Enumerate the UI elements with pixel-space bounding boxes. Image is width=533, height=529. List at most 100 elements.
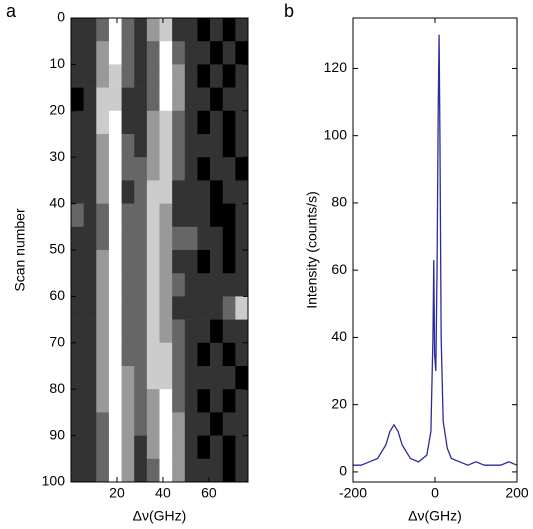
heat-cell	[210, 273, 224, 297]
heat-cell	[235, 319, 249, 344]
heat-cell	[71, 226, 84, 251]
heat-cell	[222, 226, 236, 251]
heat-cell	[159, 273, 173, 297]
heat-cell	[108, 157, 122, 181]
heat-cell	[121, 273, 135, 297]
heat-cell	[146, 458, 160, 483]
heat-cell	[134, 389, 148, 413]
heat-cell	[197, 41, 211, 65]
heat-cell	[210, 412, 224, 436]
y-tick-label: 20	[331, 395, 347, 411]
heat-cell	[71, 296, 84, 320]
heat-cell	[121, 458, 135, 483]
heat-cell	[159, 180, 173, 204]
heat-cell	[146, 389, 160, 413]
heat-cell	[172, 435, 186, 460]
heat-cell	[184, 87, 198, 112]
heat-cell	[134, 226, 148, 251]
heat-cell	[159, 250, 173, 274]
heat-cell	[146, 64, 160, 88]
heat-cell	[108, 110, 122, 135]
heat-cell	[235, 366, 249, 390]
heat-cell	[83, 412, 97, 436]
heat-cell	[222, 64, 236, 88]
y-tick-label: 50	[49, 241, 65, 257]
heat-cell	[184, 273, 198, 297]
heat-cell	[108, 342, 122, 367]
heat-cell	[71, 389, 84, 413]
heat-cell	[146, 110, 160, 135]
heat-cell	[71, 203, 84, 228]
y-tick-label: 70	[49, 334, 65, 350]
heat-cell	[146, 435, 160, 460]
heat-cell	[197, 18, 211, 42]
heat-cell	[134, 87, 148, 112]
heat-cell	[210, 342, 224, 367]
y-tick-label: 80	[331, 194, 347, 210]
heat-cell	[159, 389, 173, 413]
heat-cell	[121, 41, 135, 65]
heat-cell	[184, 389, 198, 413]
x-tick-label: 0	[431, 485, 439, 501]
heat-cell	[197, 157, 211, 181]
heat-cell	[108, 250, 122, 274]
heat-cell	[83, 458, 97, 483]
heat-cell	[197, 319, 211, 344]
heat-cell	[146, 134, 160, 158]
heat-cell	[235, 226, 249, 251]
heat-cell	[159, 296, 173, 320]
heat-cell	[146, 203, 160, 228]
heat-cell	[96, 412, 110, 436]
heat-cell	[222, 157, 236, 181]
heat-cell	[172, 64, 186, 88]
heat-cell	[83, 366, 97, 390]
heat-cell	[210, 250, 224, 274]
heat-cell	[146, 180, 160, 204]
heat-cell	[121, 296, 135, 320]
heat-cell	[71, 64, 84, 88]
heat-cell	[172, 458, 186, 483]
heat-cell	[159, 412, 173, 436]
heat-cell	[159, 458, 173, 483]
heat-cell	[108, 296, 122, 320]
heat-cell	[83, 110, 97, 135]
heat-cell	[172, 226, 186, 251]
heat-cell	[96, 180, 110, 204]
heat-cell	[96, 319, 110, 344]
heat-cell	[235, 41, 249, 65]
heat-cell	[71, 134, 84, 158]
heat-cell	[159, 226, 173, 251]
heat-cell	[83, 319, 97, 344]
heat-cell	[222, 342, 236, 367]
heat-cell	[197, 226, 211, 251]
heat-cell	[146, 18, 160, 42]
heat-cell	[197, 134, 211, 158]
heat-cell	[96, 110, 110, 135]
heat-cell	[108, 226, 122, 251]
heat-cell	[235, 157, 249, 181]
heat-cell	[197, 296, 211, 320]
panel-label: b	[284, 1, 294, 21]
heat-cell	[172, 134, 186, 158]
heat-cell	[222, 134, 236, 158]
heat-cell	[146, 319, 160, 344]
x-tick-label: -200	[339, 485, 367, 501]
heat-cell	[146, 342, 160, 367]
heat-cell	[197, 366, 211, 390]
heat-cell	[197, 412, 211, 436]
heat-cell	[197, 180, 211, 204]
heat-cell	[134, 435, 148, 460]
heat-cell	[121, 435, 135, 460]
heat-cell	[222, 273, 236, 297]
heat-cell	[108, 412, 122, 436]
heat-cell	[210, 319, 224, 344]
heat-cell	[108, 18, 122, 42]
heat-cell	[134, 18, 148, 42]
heat-cell	[222, 366, 236, 390]
heat-cell	[184, 250, 198, 274]
heat-cell	[184, 319, 198, 344]
heat-cell	[197, 250, 211, 274]
x-axis-label: Δν(GHz)	[408, 508, 462, 524]
x-tick-label: 20	[109, 485, 125, 501]
heat-cell	[108, 319, 122, 344]
